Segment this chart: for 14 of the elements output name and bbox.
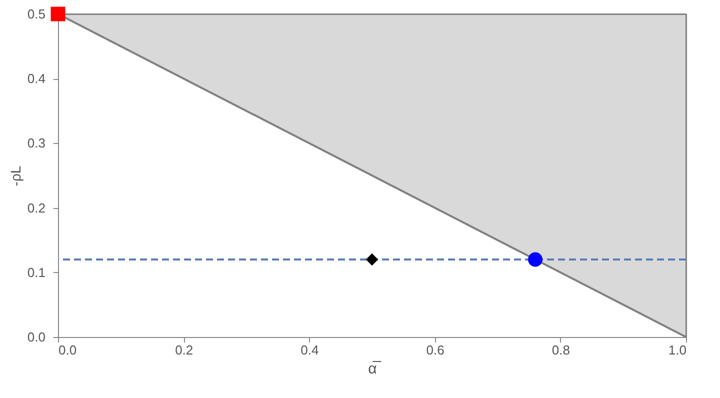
x-axis-title: α̅ [368, 360, 382, 378]
y-tick-label: 0.1 [27, 264, 46, 280]
x-tick-label: 0.2 [175, 342, 194, 358]
y-tick-label: 0.5 [27, 6, 46, 22]
x-tick-label: 0.4 [300, 342, 319, 358]
x-tick-label: 0.8 [552, 342, 570, 358]
x-tick-label: 0.0 [58, 342, 77, 358]
y-tick-label: 0.4 [27, 71, 46, 86]
y-tick-label: 0.2 [27, 200, 46, 216]
x-tick-label: 1.0 [668, 342, 686, 358]
y-tick-label: 0.3 [27, 136, 46, 151]
y-axis-title: -ρL [7, 166, 24, 186]
y-tick-label: 0.0 [27, 330, 46, 344]
x-tick-label: 0.6 [426, 342, 444, 358]
